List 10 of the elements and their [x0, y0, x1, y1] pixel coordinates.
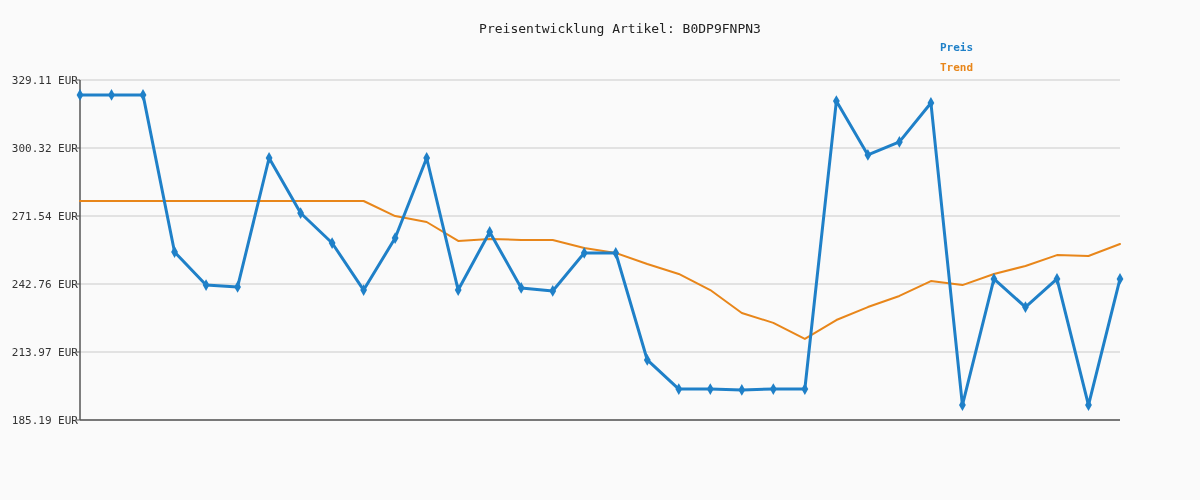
y-tick-label: 185.19 EUR	[11, 414, 79, 427]
y-tick-label: 213.97 EUR	[11, 346, 79, 360]
y-tick-label: 329.11 EUR	[11, 74, 79, 87]
text: Preis	[940, 41, 974, 54]
y-tick-label: 242.76 EUR	[11, 278, 79, 291]
line-series	[79, 199, 1121, 340]
text: Trend	[940, 61, 974, 74]
chart-title: Preisentwicklung Artikel: B0DP9FNPN3	[479, 21, 761, 36]
y-tick-label: 271.54 EUR	[11, 210, 79, 223]
y-tick-label: 300.32 EUR	[11, 142, 79, 156]
